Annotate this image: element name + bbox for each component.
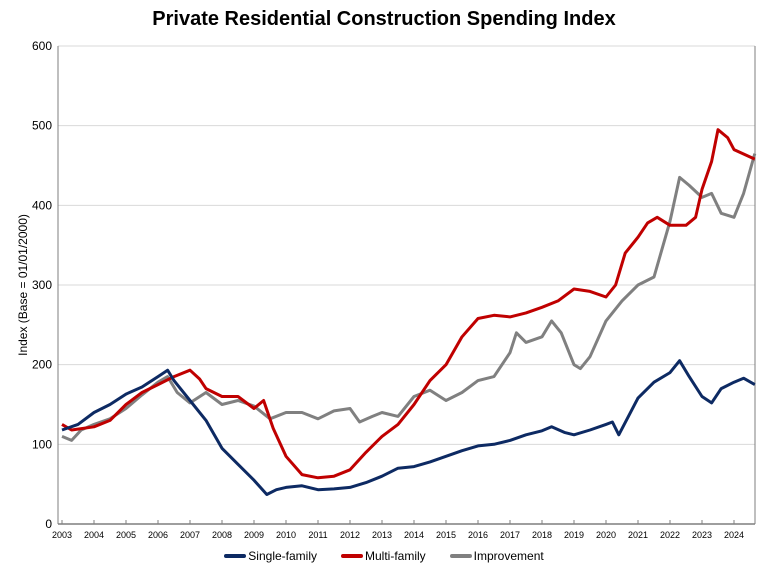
x-tick-label: 2016 bbox=[468, 530, 488, 540]
chart-title: Private Residential Construction Spendin… bbox=[152, 8, 616, 30]
x-tick-label: 2003 bbox=[52, 530, 72, 540]
series-lines bbox=[61, 128, 757, 496]
x-tick-label: 2009 bbox=[244, 530, 264, 540]
legend: Single-family Multi-family Improvement bbox=[0, 549, 768, 563]
legend-swatch bbox=[449, 554, 472, 558]
x-tick-label: 2012 bbox=[340, 530, 360, 540]
legend-label: Multi-family bbox=[365, 549, 426, 563]
legend-label: Single-family bbox=[248, 549, 317, 563]
legend-swatch bbox=[341, 554, 363, 558]
x-tick-label: 2005 bbox=[116, 530, 136, 540]
y-tick-label: 600 bbox=[32, 39, 52, 53]
x-tick-label: 2010 bbox=[276, 530, 296, 540]
series-line-improvement bbox=[61, 153, 757, 442]
y-tick-label: 200 bbox=[32, 358, 52, 372]
y-tick-label: 0 bbox=[45, 517, 52, 531]
legend-item: Single-family bbox=[224, 549, 317, 563]
legend-label: Improvement bbox=[473, 549, 544, 563]
x-tick-label: 2013 bbox=[372, 530, 392, 540]
y-tick-label: 500 bbox=[32, 119, 52, 133]
legend-swatch bbox=[224, 554, 247, 558]
y-axis-label: Index (Base = 01/01/2000) bbox=[16, 214, 30, 356]
legend-item: Multi-family bbox=[341, 549, 426, 563]
y-tick-label: 100 bbox=[32, 437, 52, 451]
x-tick-label: 2024 bbox=[724, 530, 744, 540]
x-tick-label: 2006 bbox=[148, 530, 168, 540]
x-tick-label: 2018 bbox=[532, 530, 552, 540]
x-tick-label: 2019 bbox=[564, 530, 584, 540]
x-tick-label: 2022 bbox=[660, 530, 680, 540]
y-axis: 0 100 200 300 400 500 600 bbox=[32, 39, 756, 531]
x-tick-label: 2020 bbox=[596, 530, 616, 540]
y-tick-label: 300 bbox=[32, 278, 52, 292]
x-tick-label: 2007 bbox=[180, 530, 200, 540]
y-tick-label: 400 bbox=[32, 198, 52, 212]
series-line-single-family bbox=[61, 359, 756, 496]
x-tick-label: 2014 bbox=[404, 530, 424, 540]
x-tick-label: 2023 bbox=[692, 530, 712, 540]
x-tick-label: 2017 bbox=[500, 530, 520, 540]
x-tick-label: 2008 bbox=[212, 530, 232, 540]
x-tick-label: 2021 bbox=[628, 530, 648, 540]
x-tick-label: 2011 bbox=[308, 530, 327, 540]
x-axis: 2003 2004 2005 2006 2007 2008 2009 2010 2011 2012… bbox=[52, 520, 755, 540]
legend-item: Improvement bbox=[449, 549, 544, 563]
x-tick-label: 2015 bbox=[436, 530, 456, 540]
series-line-multi-family bbox=[61, 128, 756, 480]
x-tick-label: 2004 bbox=[84, 530, 104, 540]
